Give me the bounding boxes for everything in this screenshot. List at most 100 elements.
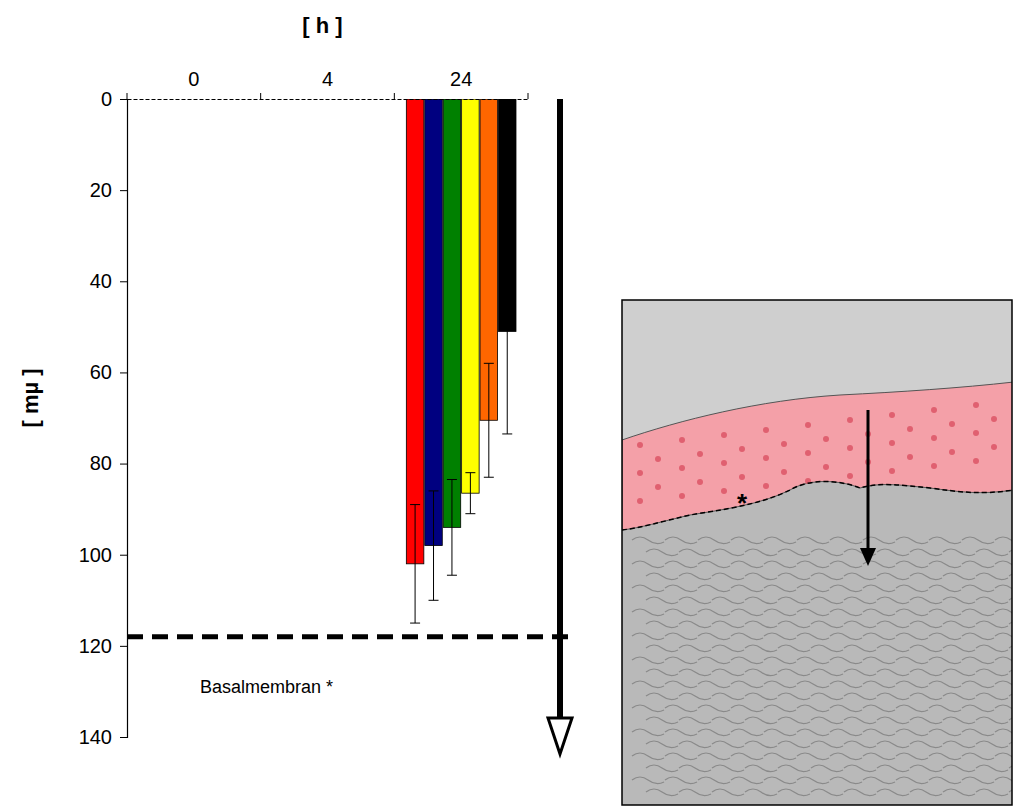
micrograph: * [622, 300, 1014, 807]
micrograph-texture [712, 645, 744, 652]
micrograph-texture [778, 621, 810, 628]
micrograph-texture [877, 741, 909, 748]
micrograph-texture [632, 561, 664, 568]
micrograph-texture [811, 573, 843, 580]
micrograph-cell [847, 473, 853, 479]
micrograph-cell [697, 451, 703, 457]
error-cap [502, 228, 512, 229]
micrograph-texture [712, 669, 744, 676]
micrograph-texture [896, 585, 928, 592]
micrograph-texture [698, 681, 730, 688]
micrograph-texture [778, 765, 810, 772]
micrograph-texture [929, 777, 961, 784]
micrograph-texture [877, 597, 909, 604]
micrograph-texture [731, 633, 763, 640]
micrograph-texture [929, 585, 961, 592]
micrograph-texture [896, 609, 928, 616]
y-tick: 60 [90, 361, 127, 383]
micrograph-texture [929, 729, 961, 736]
micrograph-texture [698, 585, 730, 592]
micrograph-texture [943, 549, 975, 556]
micrograph-texture [943, 741, 975, 748]
micrograph-texture [731, 609, 763, 616]
micrograph-texture [896, 753, 928, 760]
micrograph-texture [995, 777, 1012, 784]
micrograph-texture [844, 645, 876, 652]
y-tick: 120 [79, 635, 127, 657]
micrograph-texture [830, 657, 862, 664]
micrograph-texture [679, 693, 711, 700]
error-cap [410, 504, 420, 505]
micrograph-texture [995, 681, 1012, 688]
micrograph-cell [679, 465, 685, 471]
micrograph-texture [665, 657, 697, 664]
micrograph-texture [632, 681, 664, 688]
micrograph-texture [910, 549, 942, 556]
micrograph-texture [745, 645, 777, 652]
micrograph-texture [745, 669, 777, 676]
error-cap [502, 433, 512, 434]
micrograph-texture [797, 633, 829, 640]
micrograph-texture [811, 645, 843, 652]
micrograph-texture [929, 537, 961, 544]
micrograph-texture [995, 585, 1012, 592]
micrograph-cell [889, 412, 895, 418]
depth-arrow-head [548, 718, 572, 754]
micrograph-tissue [622, 382, 1012, 805]
micrograph-texture [646, 693, 678, 700]
micrograph-texture [731, 561, 763, 568]
y-tick-label: 140 [79, 726, 112, 748]
micrograph-cell [991, 416, 997, 422]
micrograph-cell [805, 422, 811, 428]
micrograph-texture [910, 765, 942, 772]
micrograph-cell [931, 407, 937, 413]
x-tick: 24 [450, 68, 472, 99]
micrograph-cell [781, 441, 787, 447]
micrograph-texture [698, 537, 730, 544]
micrograph-texture [665, 681, 697, 688]
micrograph-texture [976, 597, 1008, 604]
micrograph-texture [910, 597, 942, 604]
micrograph-cell [949, 449, 955, 455]
micrograph-texture [910, 717, 942, 724]
micrograph-texture [764, 753, 796, 760]
micrograph-texture [811, 717, 843, 724]
y-axis-title: [ mµ ] [18, 368, 43, 427]
micrograph-texture [830, 537, 862, 544]
micrograph-texture [797, 609, 829, 616]
micrograph-texture [844, 597, 876, 604]
micrograph-texture [764, 609, 796, 616]
y-tick-label: 120 [79, 635, 112, 657]
micrograph-texture [910, 573, 942, 580]
error-bar [484, 363, 494, 477]
micrograph-texture [844, 573, 876, 580]
micrograph-texture [764, 585, 796, 592]
micrograph-texture [863, 753, 895, 760]
y-tick-mark [120, 555, 127, 556]
micrograph-texture [811, 789, 843, 796]
micrograph-texture [877, 549, 909, 556]
micrograph-texture [929, 633, 961, 640]
micrograph-texture [632, 633, 664, 640]
micrograph-cell [763, 427, 769, 433]
micrograph-texture [811, 621, 843, 628]
error-cap [429, 600, 439, 601]
micrograph-texture [896, 681, 928, 688]
micrograph-texture [877, 789, 909, 796]
micrograph-texture [646, 669, 678, 676]
micrograph-texture [844, 693, 876, 700]
micrograph-texture [830, 609, 862, 616]
micrograph-texture [844, 789, 876, 796]
micrograph-texture [877, 765, 909, 772]
micrograph-texture [778, 645, 810, 652]
micrograph-texture [943, 621, 975, 628]
micrograph-texture [995, 753, 1012, 760]
micrograph-texture [778, 717, 810, 724]
micrograph-texture [665, 609, 697, 616]
y-tick-label: 60 [90, 361, 112, 383]
error-line [488, 363, 489, 477]
micrograph-texture [679, 645, 711, 652]
chart: 0204060801001201400424[ h ][ mµ ]Basalme… [0, 0, 1014, 807]
micrograph-cell [991, 444, 997, 450]
micrograph-arrow [867, 410, 870, 550]
